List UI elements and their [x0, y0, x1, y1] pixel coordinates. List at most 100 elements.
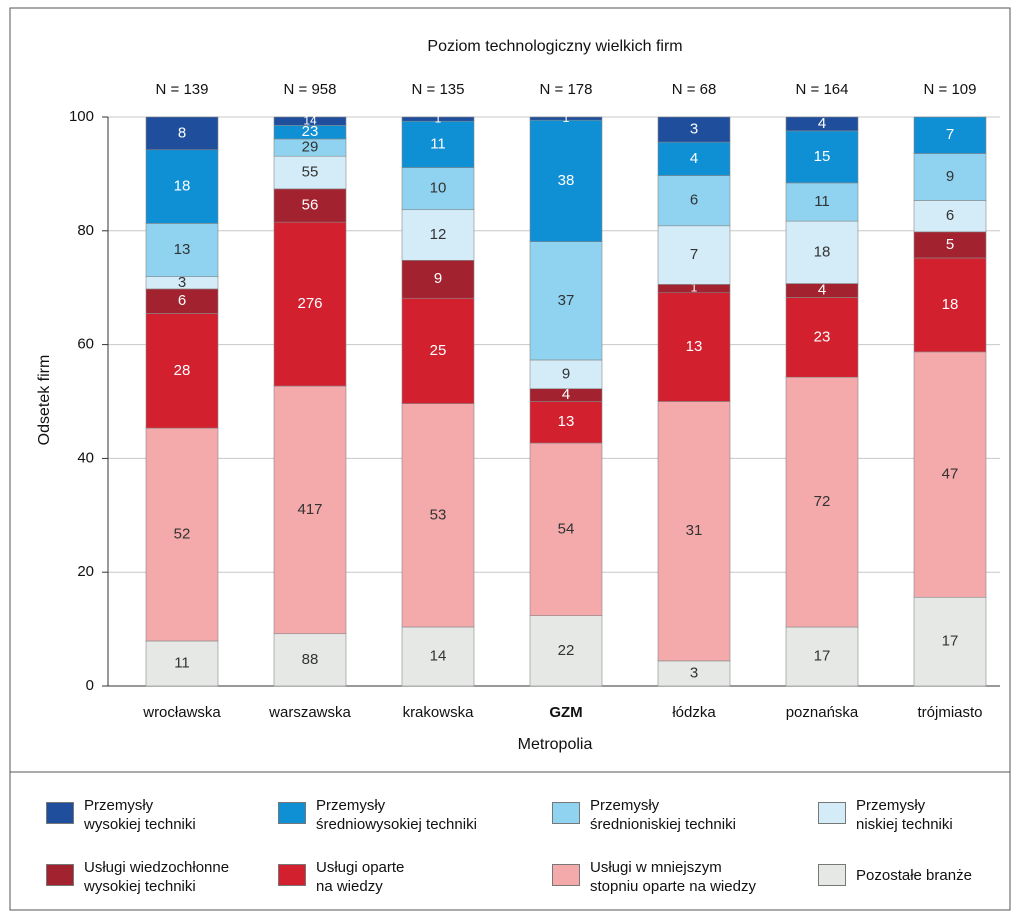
- data-label: 11: [430, 135, 446, 152]
- data-label: 31: [686, 522, 703, 539]
- n-label: N = 109: [924, 81, 977, 98]
- data-label: 28: [174, 362, 191, 379]
- data-label: 18: [174, 178, 191, 195]
- legend-label: Usługi w mniejszym stopniu oparte na wie…: [590, 859, 756, 895]
- y-tick-label: 20: [77, 563, 94, 580]
- data-label: 3: [690, 664, 698, 681]
- data-label: 12: [430, 226, 447, 243]
- legend-swatch: [552, 864, 580, 886]
- data-label: 417: [297, 501, 322, 518]
- data-label: 4: [562, 386, 570, 403]
- bar-segment: [785, 297, 859, 378]
- data-label: 1: [563, 111, 570, 125]
- x-axis-title: Metropolia: [518, 736, 593, 753]
- x-tick-label: poznańska: [786, 704, 859, 721]
- legend-swatch: [818, 802, 846, 824]
- data-label: 52: [174, 526, 191, 543]
- y-tick-label: 40: [77, 449, 94, 466]
- n-label: N = 135: [412, 81, 465, 98]
- data-label: 10: [430, 180, 447, 197]
- data-label: 4: [690, 150, 698, 167]
- data-label: 11: [814, 193, 830, 210]
- data-label: 23: [302, 123, 319, 140]
- data-label: 6: [946, 207, 954, 224]
- data-label: 88: [302, 651, 319, 668]
- data-label: 1: [691, 281, 698, 295]
- data-label: 23: [814, 328, 831, 345]
- bar-segment: [273, 633, 347, 687]
- n-label: N = 68: [672, 81, 717, 98]
- data-label: 17: [942, 633, 959, 650]
- x-tick-label: warszawska: [268, 704, 351, 721]
- bar-segment: [145, 223, 219, 277]
- legend-label: Pozostałe branże: [856, 867, 972, 884]
- bar-segment: [913, 153, 987, 201]
- bar-segment: [785, 376, 859, 628]
- data-label: 8: [178, 124, 186, 141]
- y-axis-title: Odsetek firm: [36, 355, 53, 446]
- n-label: N = 139: [156, 81, 209, 98]
- bar-segment: [529, 401, 603, 444]
- data-label: 9: [434, 270, 442, 287]
- data-label: 4: [818, 281, 826, 298]
- data-label: 6: [690, 192, 698, 209]
- bar-segment: [657, 116, 731, 143]
- bar-segment: [657, 175, 731, 227]
- bar-segment: [401, 260, 475, 299]
- bar-segment: [145, 313, 219, 429]
- x-tick-label: krakowska: [403, 704, 475, 721]
- data-label: 3: [178, 274, 186, 291]
- x-tick-label: trójmiasto: [917, 704, 982, 721]
- chart-title: Poziom technologiczny wielkich firm: [427, 38, 682, 55]
- bar-segment: [401, 167, 475, 211]
- legend-label: Usługi oparte na wiedzy: [316, 859, 405, 895]
- bar-segment: [145, 116, 219, 151]
- data-label: 14: [303, 113, 317, 127]
- bar-segment: [145, 640, 219, 687]
- data-label: 276: [297, 295, 322, 312]
- data-label: 14: [430, 647, 447, 664]
- bar-segment: [273, 385, 347, 635]
- legend-swatch: [46, 802, 74, 824]
- data-label: 38: [558, 172, 575, 189]
- bar-segment: [913, 116, 987, 154]
- x-tick-label: wrocławska: [142, 704, 221, 721]
- bar-segment: [401, 120, 475, 168]
- data-label: 7: [946, 126, 954, 143]
- legend-label: Przemysły wysokiej techniki: [84, 797, 196, 833]
- n-label: N = 958: [284, 81, 337, 98]
- data-label: 5: [946, 236, 954, 253]
- bar-segment: [401, 403, 475, 628]
- n-label: N = 164: [796, 81, 849, 98]
- bar-segment: [145, 427, 219, 642]
- data-label: 25: [430, 342, 447, 359]
- legend-swatch: [278, 864, 306, 886]
- legend-label: Przemysły średniowysokiej techniki: [316, 797, 477, 833]
- data-label: 11: [174, 654, 190, 671]
- bar-segment: [529, 615, 603, 687]
- data-label: 29: [302, 139, 319, 156]
- data-label: 13: [558, 413, 575, 430]
- frame: [9, 7, 1011, 911]
- data-label: 17: [814, 647, 831, 664]
- data-label: 9: [562, 365, 570, 382]
- legend-swatch: [552, 802, 580, 824]
- bar-segment: [785, 626, 859, 687]
- data-label: 7: [690, 246, 698, 263]
- bar-segment: [145, 288, 219, 314]
- bar-segment: [529, 442, 603, 616]
- bar-segment: [785, 130, 859, 184]
- data-label: 22: [558, 642, 575, 659]
- bar-segment: [273, 188, 347, 223]
- data-label: 18: [814, 243, 831, 260]
- n-label: N = 178: [540, 81, 593, 98]
- bar-segment: [529, 116, 603, 121]
- y-tick-label: 60: [77, 336, 94, 353]
- data-label: 56: [302, 196, 319, 213]
- legend-label: Przemysły niskiej techniki: [856, 797, 953, 833]
- data-label: 72: [814, 493, 831, 510]
- legend-label: Przemysły średnioniskiej techniki: [590, 797, 736, 833]
- data-label: 15: [814, 148, 831, 165]
